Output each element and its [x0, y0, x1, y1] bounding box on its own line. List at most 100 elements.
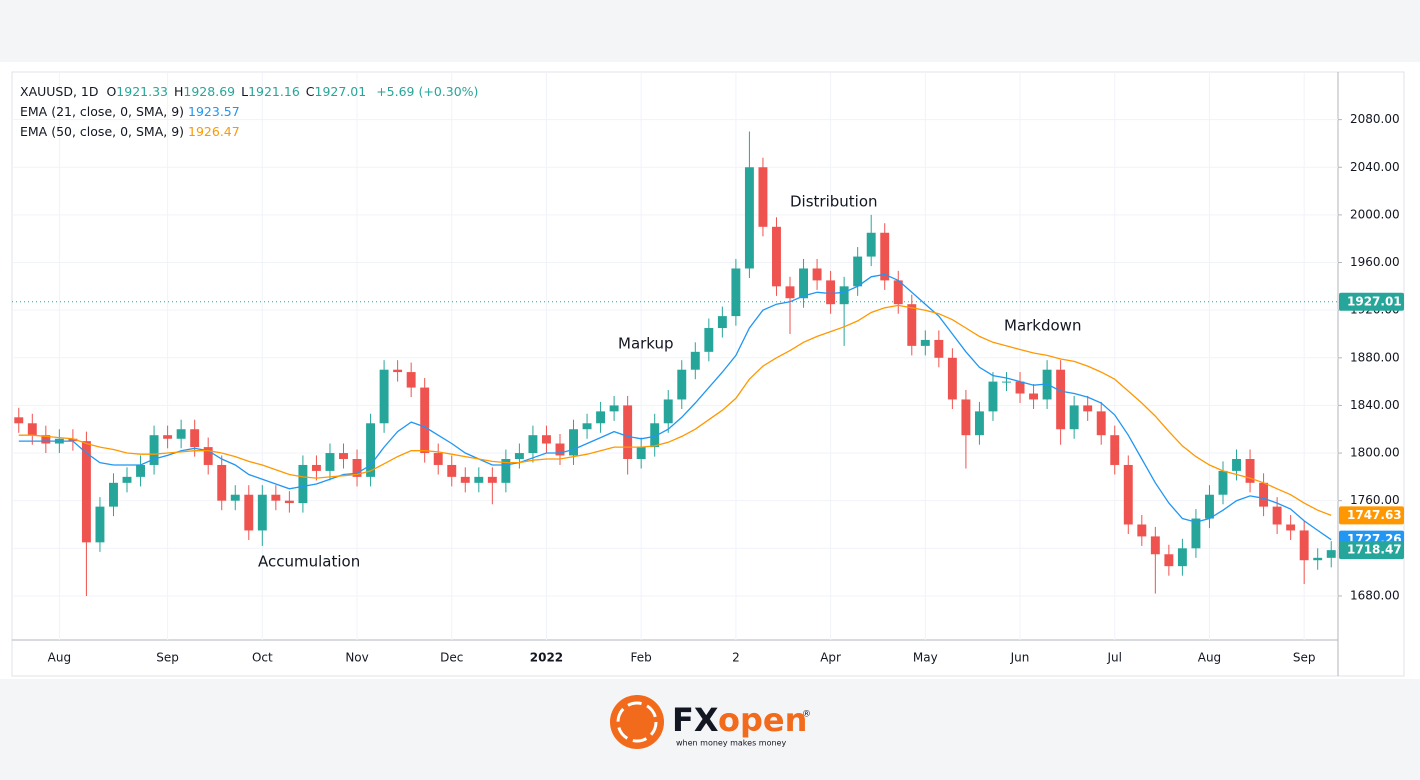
indicator-value: 1923.57	[188, 104, 240, 119]
candle-body	[366, 423, 376, 477]
legend-row: EMA (50, close, 0, SMA, 9) 1926.47	[20, 122, 478, 142]
ohlc-label: O	[106, 84, 117, 99]
candle-body	[812, 268, 822, 281]
candle-body	[1259, 482, 1269, 507]
ohlc-label: C	[305, 84, 315, 99]
y-tick-label: 1760.00	[1350, 493, 1400, 507]
candle-body	[352, 459, 362, 477]
top-band	[0, 0, 1420, 62]
close-tag	[1339, 541, 1404, 560]
candle-body	[772, 226, 781, 287]
indicator-name: EMA (50, close, 0, SMA, 9)	[20, 124, 185, 139]
x-tick-label: Jun	[1010, 651, 1030, 665]
candle-body	[1218, 470, 1228, 495]
tagline: when money makes money	[676, 739, 786, 748]
candle-body	[650, 423, 660, 448]
ema-tag-label: 1747.63	[1347, 508, 1402, 522]
candle-body	[339, 453, 348, 460]
candle-body	[1110, 435, 1120, 465]
change: +5.69 (+0.30%)	[376, 84, 479, 99]
candle-body	[1015, 381, 1025, 394]
candle-body	[109, 482, 118, 507]
x-tick-label: Aug	[48, 651, 71, 665]
indicator-name: EMA (21, close, 0, SMA, 9)	[20, 104, 185, 119]
candle-body	[122, 476, 132, 483]
candle-body	[663, 399, 673, 424]
candle-body	[1029, 393, 1039, 400]
candle-body	[460, 476, 470, 483]
candle-body	[1313, 557, 1323, 561]
candle-body	[298, 464, 308, 504]
candle-body	[257, 494, 267, 531]
candle-body	[569, 429, 578, 456]
y-tick-label: 2080.00	[1350, 112, 1400, 126]
candle-body	[217, 464, 227, 501]
candle-body	[284, 500, 294, 504]
candle-body	[41, 435, 51, 444]
y-tick-label: 2000.00	[1350, 207, 1400, 221]
candle-body	[799, 268, 809, 299]
candle-body	[1150, 536, 1160, 555]
candle-body	[609, 405, 619, 412]
candle-body	[176, 429, 186, 439]
candle-body	[420, 387, 430, 454]
candle-body	[731, 268, 741, 317]
candle-body	[934, 339, 944, 358]
candle-body	[785, 286, 795, 299]
y-tick-label: 1840.00	[1350, 398, 1400, 412]
annotation: Markdown	[1004, 317, 1081, 335]
candle-body	[27, 423, 37, 436]
candle-body	[163, 435, 173, 439]
x-tick-label: 2022	[530, 651, 563, 665]
x-tick-label: Feb	[631, 651, 652, 665]
candle-body	[203, 447, 213, 465]
candle-body	[866, 232, 876, 257]
ohlc-label: L	[241, 84, 249, 99]
last-price-tag	[1339, 292, 1404, 311]
candle-body	[1204, 494, 1214, 519]
annotation: Distribution	[790, 193, 878, 211]
candle-body	[1096, 411, 1106, 436]
candle-body	[961, 399, 971, 436]
y-tick-label: 1960.00	[1350, 255, 1400, 269]
candle-body	[149, 435, 159, 465]
candle-body	[1299, 530, 1309, 561]
candle-body	[1232, 459, 1241, 471]
annotation: Markup	[618, 335, 674, 353]
ohlc-value: 1928.69	[183, 84, 236, 99]
ohlc-label: H	[174, 84, 184, 99]
candle-body	[744, 167, 754, 269]
ohlc: O1921.33 H1928.69 L1921.16 C1927.01	[106, 84, 372, 99]
candle-body	[95, 506, 105, 543]
ema-line	[18, 273, 1332, 541]
brand-open: open	[718, 701, 807, 739]
candle-body	[893, 280, 903, 305]
candle-body	[190, 429, 200, 448]
candle-body	[636, 447, 646, 460]
candle-body	[947, 357, 957, 400]
candle-body	[1056, 369, 1066, 430]
legend-row: EMA (21, close, 0, SMA, 9) 1923.57	[20, 102, 478, 122]
ema-line	[18, 304, 1332, 517]
last-price-tag-label: 1927.01	[1347, 294, 1402, 308]
candle-body	[325, 453, 335, 471]
candle-body	[81, 441, 91, 543]
legend-row: XAUUSD, 1D O1921.33 H1928.69 L1921.16 C1927…	[20, 82, 478, 102]
close-tag-label: 1718.47	[1347, 543, 1402, 557]
candle-body	[244, 494, 254, 531]
candle-body	[1069, 405, 1079, 430]
y-tick-label: 2040.00	[1350, 160, 1400, 174]
y-tick-label: 1880.00	[1350, 350, 1400, 364]
symbol: XAUUSD, 1D	[20, 84, 99, 99]
x-tick-label: Sep	[1293, 651, 1316, 665]
candle-body	[230, 494, 240, 501]
x-tick-label: Apr	[820, 651, 841, 665]
candle-body	[704, 328, 714, 352]
x-tick-label: Dec	[440, 651, 463, 665]
candle-body	[1177, 548, 1187, 567]
ohlc-value: 1927.01	[314, 84, 367, 99]
candle-body	[988, 381, 998, 412]
ema-tag	[1339, 506, 1404, 525]
